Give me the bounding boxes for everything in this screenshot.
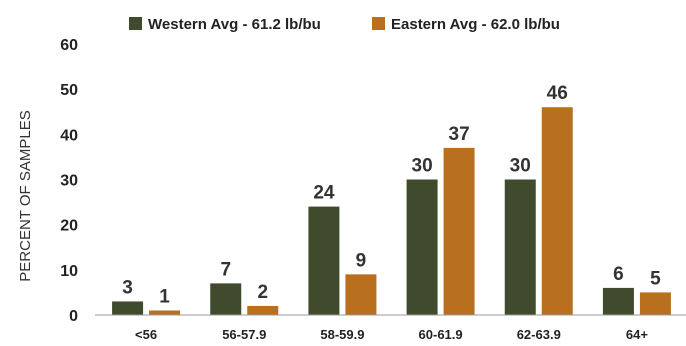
y-tick-label: 0 xyxy=(69,308,78,325)
data-label: 1 xyxy=(159,286,170,307)
bar xyxy=(443,147,475,315)
bars xyxy=(112,107,671,315)
legend: Western Avg - 61.2 lb/bu Eastern Avg - 62… xyxy=(129,16,560,33)
bar xyxy=(639,292,671,315)
x-tick-label: <56 xyxy=(135,327,157,342)
y-tick-label: 20 xyxy=(60,218,78,235)
y-axis-ticks: 0 10 20 30 40 50 60 xyxy=(60,37,78,325)
bar xyxy=(602,287,634,315)
y-tick-label: 50 xyxy=(60,82,78,99)
legend-swatch xyxy=(129,17,142,30)
bar xyxy=(149,310,181,315)
x-axis-ticks: <56 56-57.9 58-59.9 60-61.9 62-63.9 64+ xyxy=(135,327,648,342)
y-tick-label: 30 xyxy=(60,173,78,190)
bar xyxy=(541,107,573,315)
bar xyxy=(406,179,438,315)
data-label: 5 xyxy=(650,268,661,289)
bar xyxy=(345,274,377,315)
x-tick-label: 62-63.9 xyxy=(517,327,561,342)
data-label: 30 xyxy=(510,156,531,177)
data-label: 3 xyxy=(122,277,133,298)
data-label: 24 xyxy=(313,183,335,204)
x-tick-label: 60-61.9 xyxy=(419,327,463,342)
data-label: 46 xyxy=(547,83,568,104)
legend-label: Eastern Avg - 62.0 lb/bu xyxy=(391,16,560,33)
y-tick-label: 40 xyxy=(60,127,78,144)
x-tick-label: 56-57.9 xyxy=(222,327,266,342)
data-label: 7 xyxy=(220,259,231,280)
bar xyxy=(504,179,536,315)
x-tick-label: 64+ xyxy=(626,327,648,342)
bar xyxy=(112,301,144,315)
x-tick-label: 58-59.9 xyxy=(320,327,364,342)
bar xyxy=(210,283,242,315)
data-label: 30 xyxy=(412,156,433,177)
bar xyxy=(247,305,279,315)
legend-label: Western Avg - 61.2 lb/bu xyxy=(148,16,321,33)
data-label: 2 xyxy=(257,282,268,303)
y-axis-label: PERCENT OF SAMPLES xyxy=(17,110,34,281)
y-tick-label: 60 xyxy=(60,37,78,54)
data-label: 37 xyxy=(449,124,470,145)
y-tick-label: 10 xyxy=(60,263,78,280)
bar xyxy=(308,206,340,315)
data-labels: 3 1 7 2 24 9 30 37 30 46 6 5 xyxy=(122,83,661,307)
data-label: 9 xyxy=(356,250,367,271)
legend-swatch xyxy=(372,17,385,30)
data-label: 6 xyxy=(613,264,624,285)
